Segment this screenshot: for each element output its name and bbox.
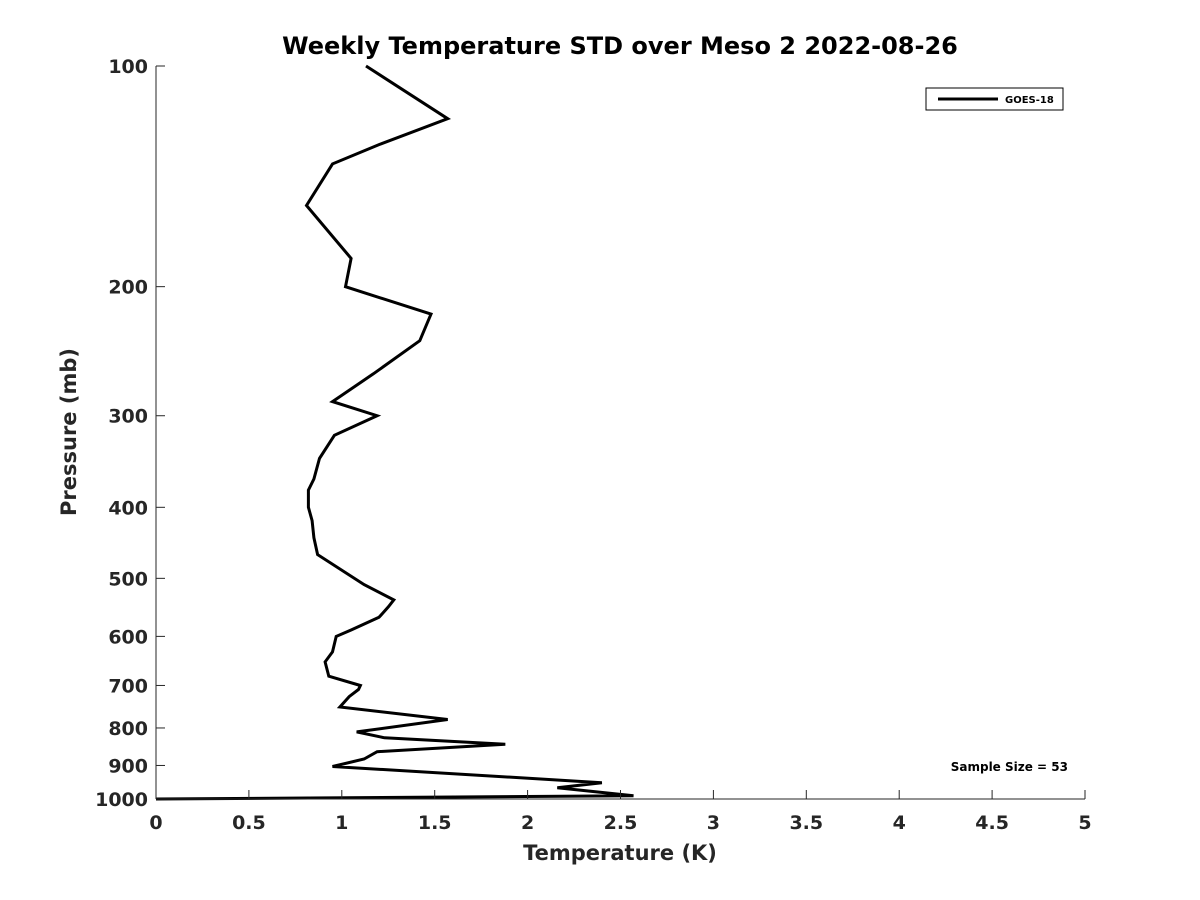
legend: GOES-18 xyxy=(925,87,1064,111)
sample-size-annotation: Sample Size = 53 xyxy=(951,760,1068,774)
y-axis-label: Pressure (mb) xyxy=(57,348,81,516)
y-axis: 100 200 300 400 500 600 700 800 900 1000 xyxy=(95,56,165,811)
x-tick-label: 3.5 xyxy=(789,812,823,834)
x-tick-label: 0 xyxy=(149,812,162,834)
x-axis-label: Temperature (K) xyxy=(523,841,717,865)
y-tick-label: 800 xyxy=(108,718,148,740)
x-tick-label: 0.5 xyxy=(232,812,266,834)
x-tick-label: 3 xyxy=(707,812,720,834)
x-tick-label: 4 xyxy=(893,812,906,834)
y-tick-label: 200 xyxy=(108,277,148,299)
x-tick-label: 2 xyxy=(521,812,534,834)
y-tick-label: 300 xyxy=(108,406,148,428)
x-tick-label: 4.5 xyxy=(975,812,1009,834)
legend-entry-label: GOES-18 xyxy=(1005,95,1054,106)
x-tick-label: 5 xyxy=(1078,812,1091,834)
y-tick-label: 600 xyxy=(108,626,148,648)
y-tick-label: 1000 xyxy=(95,789,148,811)
y-tick-label: 700 xyxy=(108,675,148,697)
y-tick-label: 900 xyxy=(108,755,148,777)
y-tick-label: 100 xyxy=(108,56,148,78)
x-tick-label: 1 xyxy=(335,812,348,834)
y-tick-label: 400 xyxy=(108,497,148,519)
x-tick-label: 1.5 xyxy=(418,812,452,834)
x-axis: 0 0.5 1 1.5 2 2.5 3 3.5 4 4.5 5 xyxy=(149,790,1092,834)
plot-area xyxy=(155,64,634,801)
y-tick-label: 500 xyxy=(108,568,148,590)
series-line-goes-18 xyxy=(155,64,634,801)
x-tick-label: 2.5 xyxy=(604,812,638,834)
chart-title: Weekly Temperature STD over Meso 2 2022-… xyxy=(282,32,958,60)
